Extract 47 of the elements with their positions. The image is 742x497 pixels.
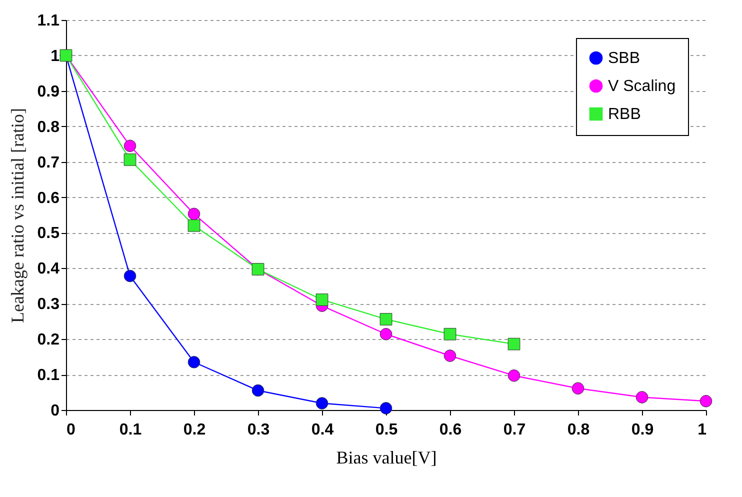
y-tick-label: 0.8 (37, 118, 60, 136)
point (316, 294, 328, 306)
legend-label: V Scaling (608, 78, 676, 95)
y-tick-label: 0.6 (37, 190, 60, 207)
y-tick-label: 0.9 (37, 83, 60, 100)
point (188, 219, 200, 232)
x-tick-label: 0.4 (311, 422, 334, 438)
y-tick-label: 0.2 (37, 332, 60, 349)
point (444, 350, 456, 362)
point (252, 384, 264, 397)
x-axis-title: Bias value[V] (336, 448, 437, 468)
x-tick-label: 1 (698, 422, 707, 438)
x-tick-label: 0.5 (375, 422, 398, 438)
point (444, 328, 456, 340)
point (188, 208, 200, 220)
x-tick-label: 0.9 (631, 422, 654, 438)
point (508, 369, 520, 382)
y-tick-label: 0.5 (37, 225, 60, 242)
point (124, 140, 136, 152)
y-tick-label: 1.1 (37, 12, 60, 30)
x-tick-label: 0.8 (567, 422, 590, 438)
point (316, 397, 328, 410)
y-tick-label: 0.1 (37, 367, 60, 384)
x-tick-label: 0.1 (119, 422, 142, 438)
x-tick-label: 0.7 (503, 422, 526, 438)
legend-label: SBB (608, 50, 640, 67)
point (636, 391, 648, 404)
y-tick-label: 0.3 (37, 296, 60, 314)
y-tick-label: 0 (50, 402, 60, 420)
legend-label: RBB (608, 106, 641, 123)
y-tick-label: 0.4 (37, 260, 60, 278)
y-tick-label: 0.7 (37, 154, 60, 172)
point (380, 328, 392, 340)
point (700, 394, 712, 408)
y-axis-title: Leakage ratio vs initial [ratio] (7, 108, 28, 323)
x-tick-label: 0.6 (439, 422, 462, 438)
point (124, 270, 136, 282)
x-tick-label: 0 (66, 422, 76, 438)
point (508, 338, 520, 350)
point (188, 356, 200, 368)
point (124, 154, 136, 166)
x-tick-label: 0.2 (183, 422, 206, 438)
y-tick-label: 1 (50, 48, 60, 65)
point (380, 402, 392, 414)
x-tick-label: 0.3 (247, 422, 270, 438)
point (380, 313, 392, 326)
point (572, 382, 584, 395)
